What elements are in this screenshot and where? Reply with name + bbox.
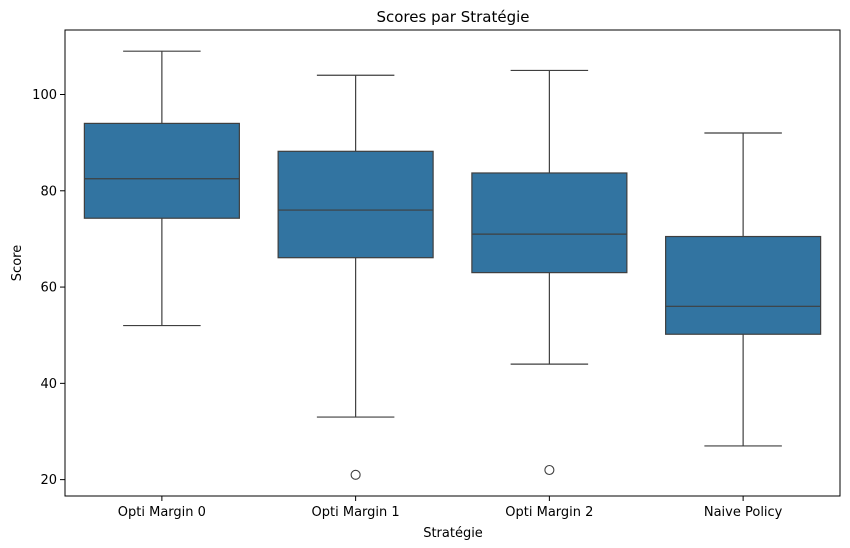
x-axis-label: Stratégie [423,526,483,541]
iqr-box [83,122,240,219]
iqr-box [471,172,628,274]
x-tick-label: Opti Margin 0 [118,505,206,520]
iqr-box [277,150,434,259]
box-group-3 [665,132,822,447]
y-tick-label: 40 [40,377,57,392]
y-tick-label: 20 [40,473,57,488]
box-group-1 [277,74,434,480]
y-tick-label: 60 [40,281,57,296]
box-group-0 [83,50,240,327]
plot-frame [64,29,841,497]
chart-title: Scores par Stratégie [376,8,529,26]
y-axis-label: Score [10,245,25,281]
outlier-point [544,464,555,476]
x-axis: Opti Margin 0 Opti Margin 1 Opti Margin 2 N… [118,496,783,520]
outlier-point [350,469,361,480]
y-tick-label: 80 [40,184,57,199]
y-tick-label: 100 [32,88,57,103]
y-axis: 20 40 60 80 100 [32,88,65,488]
iqr-box [665,235,822,335]
box-group-2 [471,69,628,476]
x-tick-label: Opti Margin 1 [312,505,400,520]
plot-area [83,50,822,480]
x-tick-label: Naive Policy [704,505,783,520]
x-tick-label: Opti Margin 2 [505,505,593,520]
